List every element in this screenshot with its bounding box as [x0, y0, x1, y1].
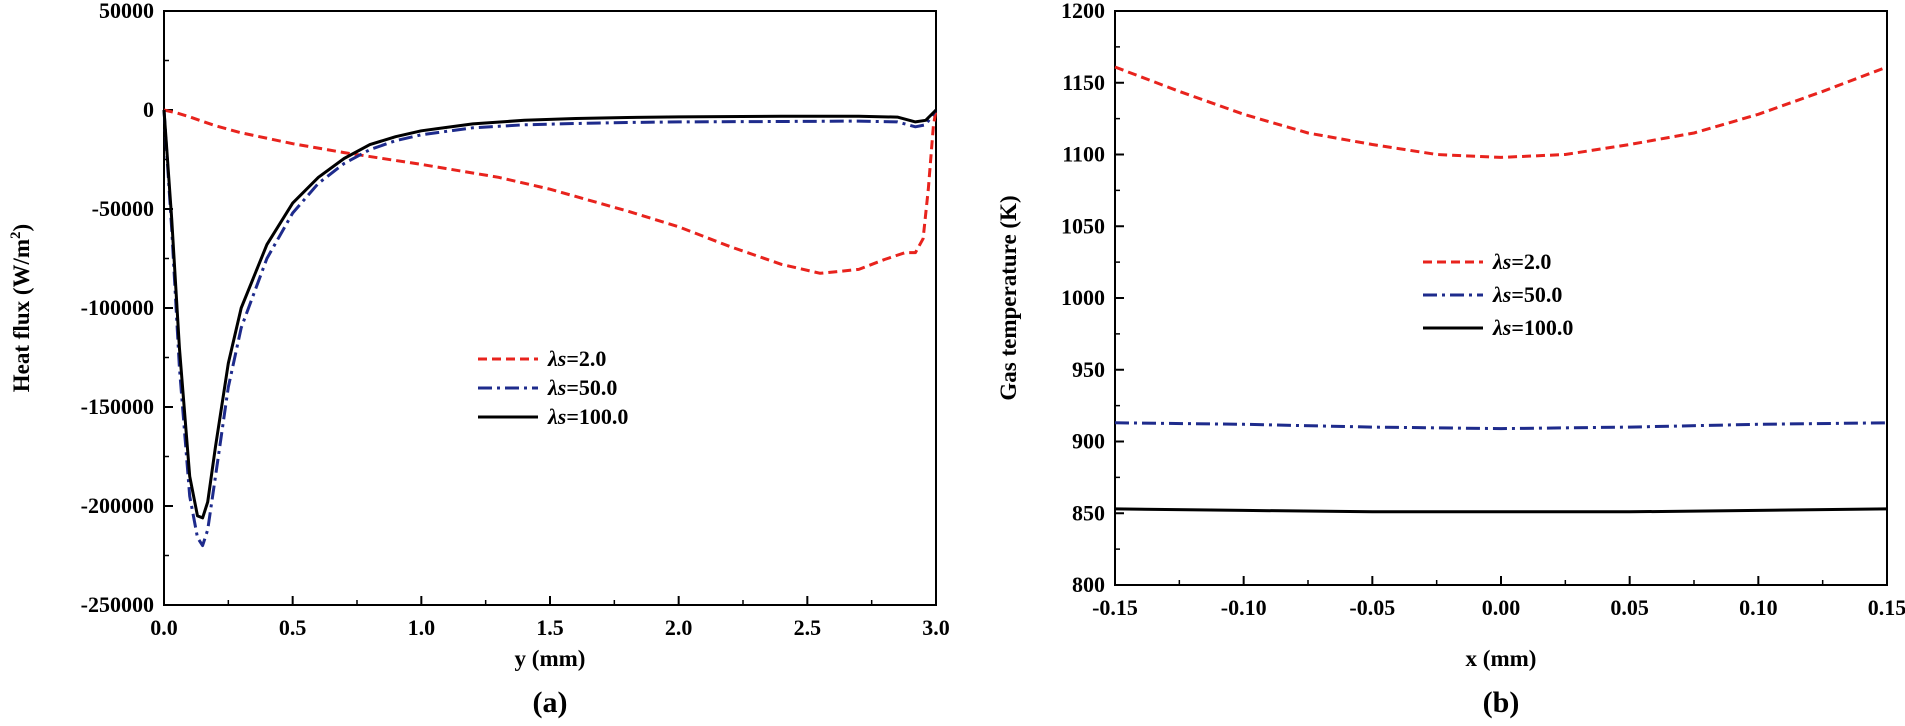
- x-tick-label: -0.05: [1349, 595, 1395, 620]
- y-tick-label: -150000: [81, 394, 154, 419]
- x-axis-label: y (mm): [515, 646, 586, 671]
- legend-entry: λs=2.0: [1423, 249, 1551, 274]
- y-tick-label: 900: [1072, 429, 1105, 454]
- x-ticks: 0.0 0.5 1.0 1.5 2.0 2.5 3.0: [150, 596, 950, 640]
- panel-label: (a): [533, 686, 568, 719]
- legend-entry: λs=100.0: [1423, 315, 1573, 340]
- series-line: [1114, 65, 1888, 159]
- y-tick-label: 800: [1072, 572, 1105, 597]
- x-tick-label: 0.00: [1482, 595, 1521, 620]
- x-tick-label: 0.10: [1739, 595, 1778, 620]
- y-ticks: 50000 0 -50000 -100000 -150000 -200000 -250000: [81, 0, 173, 617]
- y-tick-label: -100000: [81, 295, 154, 320]
- y-tick-label: 1200: [1061, 0, 1105, 23]
- legend-entry: λs=100.0: [478, 404, 628, 429]
- y-tick-label: 850: [1072, 500, 1105, 525]
- legend: λs=2.0 λs=50.0 λs=100.0: [478, 346, 628, 429]
- y-tick-label: 1100: [1062, 142, 1105, 167]
- series-line: [162, 108, 938, 520]
- series-line: [162, 109, 938, 548]
- x-tick-label: 0.0: [150, 615, 178, 640]
- x-tick-label: -0.10: [1221, 595, 1267, 620]
- panel-a: 0.0 0.5 1.0 1.5 2.0 2.5 3.0 50000 0 -50000 -10000…: [8, 0, 950, 719]
- legend-entry: λs=50.0: [478, 375, 617, 400]
- y-tick-label: 1000: [1061, 285, 1105, 310]
- x-tick-label: 1.5: [536, 615, 564, 640]
- legend-label: λs=50.0: [547, 375, 617, 400]
- legend-label: λs=100.0: [1492, 315, 1573, 340]
- legend-label: λs=2.0: [547, 346, 606, 371]
- y-tick-label: 0: [143, 97, 154, 122]
- y-tick-label: -200000: [81, 493, 154, 518]
- y-axis-label: Gas temperature (K): [996, 195, 1021, 400]
- legend-entry: λs=2.0: [478, 346, 606, 371]
- y-tick-label: 50000: [99, 0, 154, 23]
- y-tick-label: 950: [1072, 357, 1105, 382]
- y-tick-label: -50000: [92, 196, 154, 221]
- legend-entry: λs=50.0: [1423, 282, 1562, 307]
- legend-label: λs=2.0: [1492, 249, 1551, 274]
- x-axis-label: x (mm): [1466, 646, 1537, 671]
- series-line: [1114, 421, 1888, 431]
- panel-b: -0.15 -0.10 -0.05 0.00 0.05 0.10 0.15 800 850 90…: [996, 0, 1905, 719]
- x-tick-label: -0.15: [1092, 595, 1138, 620]
- panel-label: (b): [1483, 686, 1520, 719]
- x-tick-label: 2.0: [665, 615, 693, 640]
- series-line: [1114, 507, 1888, 514]
- plot-frame: [163, 10, 937, 606]
- y-ticks: 800 850 900 950 1000 1050 1100 1150 1200: [1061, 0, 1124, 597]
- x-ticks: -0.15 -0.10 -0.05 0.00 0.05 0.10 0.15: [1092, 576, 1905, 620]
- x-tick-label: 1.0: [408, 615, 436, 640]
- x-tick-label: 3.0: [922, 615, 950, 640]
- y-tick-label: 1150: [1062, 70, 1105, 95]
- series-group: [1114, 65, 1888, 514]
- x-tick-label: 0.15: [1868, 595, 1905, 620]
- series-line: [163, 108, 938, 275]
- legend-label: λs=100.0: [547, 404, 628, 429]
- legend: λs=2.0 λs=50.0 λs=100.0: [1423, 249, 1573, 340]
- y-tick-label: -250000: [81, 592, 154, 617]
- x-tick-label: 2.5: [794, 615, 822, 640]
- series-group: [162, 108, 938, 548]
- legend-label: λs=50.0: [1492, 282, 1562, 307]
- y-axis-label: Heat flux (W/m2): [8, 224, 34, 392]
- y-tick-label: 1050: [1061, 213, 1105, 238]
- x-tick-label: 0.05: [1610, 595, 1649, 620]
- x-tick-label: 0.5: [279, 615, 307, 640]
